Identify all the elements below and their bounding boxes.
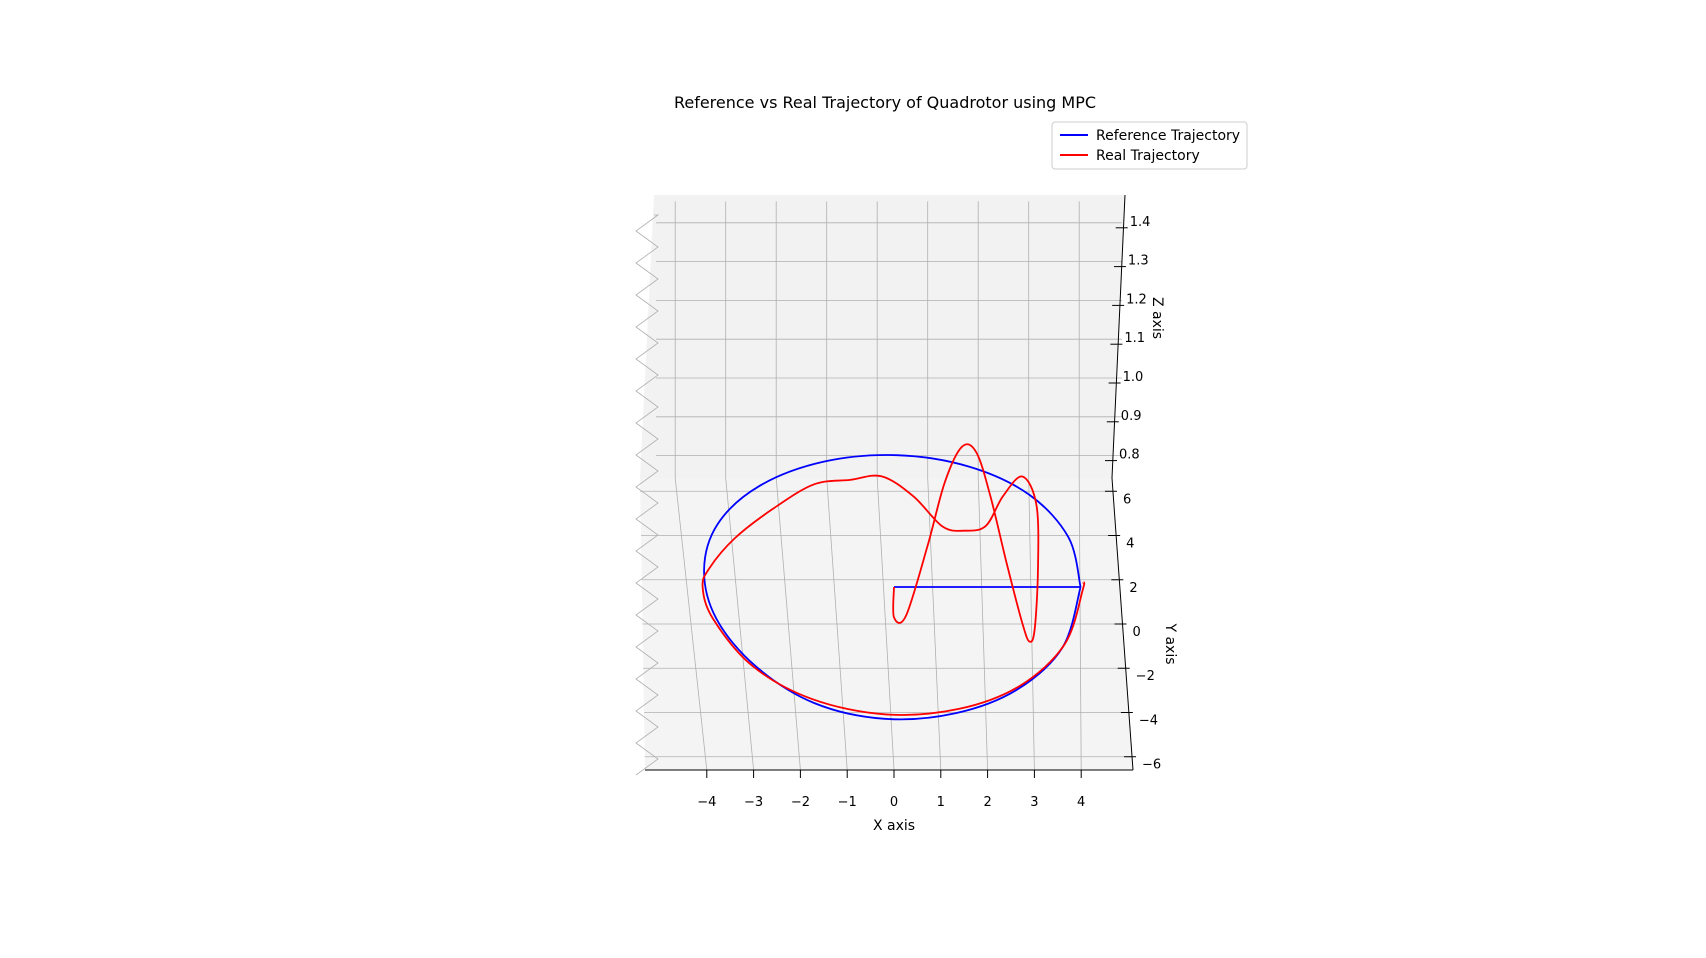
tick-marks [706,227,1137,778]
x-tick-label: −1 [838,795,857,810]
grid-side-edge [635,214,660,776]
axes-panes [640,195,1133,770]
y-tick-label: −2 [1136,669,1155,684]
x-tick-label: 1 [937,795,945,810]
real-trajectory-line [701,443,1086,716]
back-wall-pane [640,195,1125,478]
series-layer [701,443,1086,721]
x-axis-label: X axis [873,818,915,834]
x-tick-label: 2 [983,795,991,810]
legend-frame [1051,121,1248,170]
z-axis-label: Z axis [1149,297,1165,339]
y-tick-label: −6 [1142,758,1161,773]
z-tick-label: 1.1 [1124,331,1145,346]
y-tick-label: 0 [1133,625,1141,640]
z-axis-line [1111,194,1126,479]
y-tick-label: 4 [1126,537,1134,552]
y-tick-label: 6 [1123,492,1131,507]
z-tick-label: 1.0 [1123,370,1144,385]
y-tick-label: 2 [1129,581,1137,596]
y-tick-label: −4 [1139,713,1158,728]
x-tick-label: −4 [697,795,716,810]
legend-label-real: Real Trajectory [1096,148,1200,164]
legend: Reference Trajectory Real Trajectory [1051,121,1248,170]
x-tick-label: 4 [1077,795,1085,810]
x-tick-label: −3 [744,795,763,810]
z-tick-label: 1.2 [1126,292,1147,307]
grid-lines [635,201,1133,776]
x-tick-label: 3 [1030,795,1038,810]
z-tick-label: 0.8 [1119,448,1140,463]
legend-label-reference: Reference Trajectory [1096,128,1240,144]
z-tick-label: 0.9 [1121,409,1142,424]
z-tick-label: 1.4 [1130,215,1151,230]
z-tick-label: 1.3 [1128,254,1149,269]
y-axis-label: Y axis [1162,622,1178,664]
x-tick-label: −2 [791,795,810,810]
x-tick-label: 0 [890,795,898,810]
tick-labels: −4 −3 −2 −1 0 1 2 3 4 6 4 2 0 −2 −4 −6 1.4 1.3 1.2 1.1 1.0 0.… [697,215,1161,810]
chart-title: Reference vs Real Trajectory of Quadroto… [674,93,1096,112]
